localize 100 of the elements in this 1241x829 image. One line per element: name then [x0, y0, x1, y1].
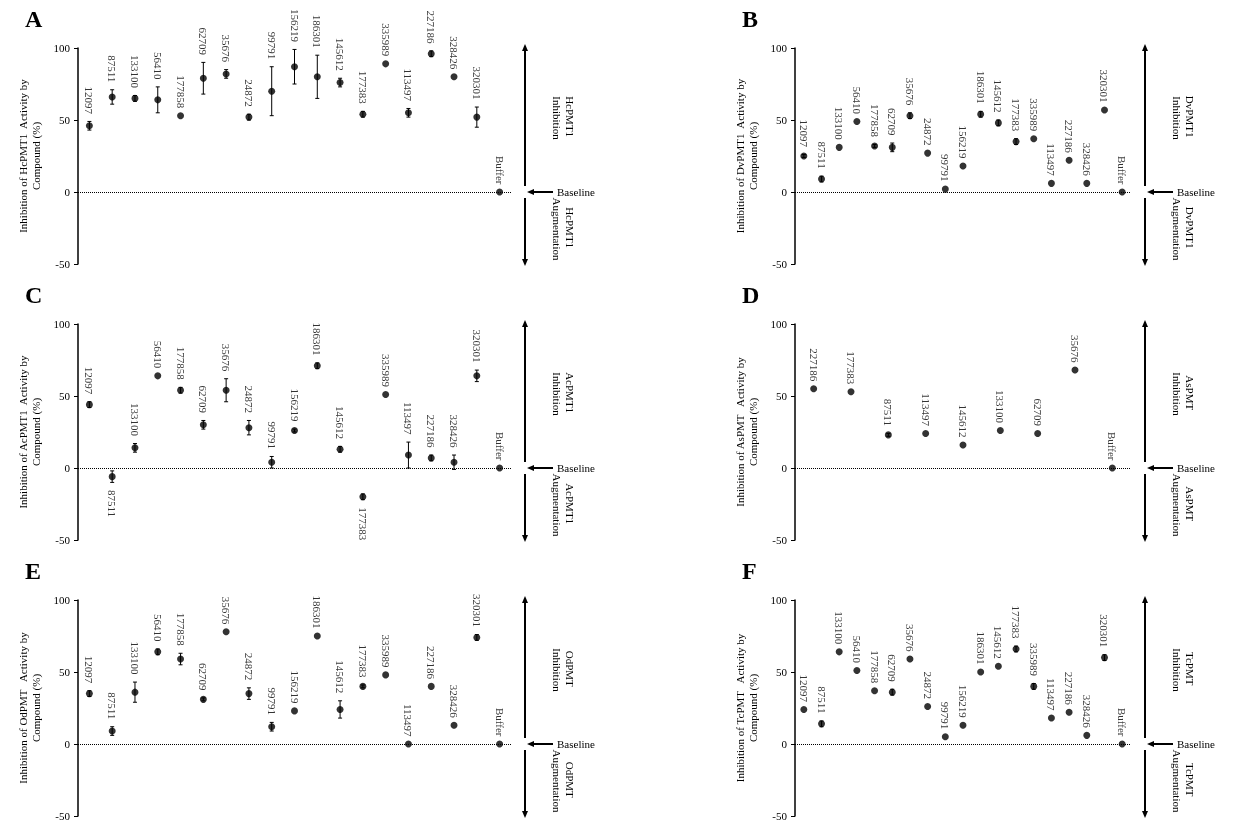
y-tick-label: 100 — [53, 42, 71, 54]
point — [291, 63, 298, 71]
text: HcPMT1 Inhibition — [550, 96, 576, 141]
y-tick-label: 100 — [53, 594, 71, 606]
category-label: 320301 — [470, 594, 483, 628]
point — [268, 87, 276, 95]
point — [450, 721, 458, 729]
chart-title: F — [742, 558, 757, 584]
y-tick-label: -50 — [55, 534, 71, 546]
y-axis-title: Inhibition of TcPMT Activity by Compound (%) — [733, 633, 760, 783]
y-tick-label: -50 — [55, 258, 71, 270]
category-label: 145612 — [334, 660, 347, 694]
point — [835, 143, 843, 151]
category-label: 186301 — [974, 70, 987, 104]
point — [871, 687, 879, 695]
point — [496, 188, 504, 196]
category-label: 186301 — [311, 14, 324, 48]
point — [1100, 106, 1108, 114]
category-label: 328426 — [1080, 142, 1093, 176]
category-label: 56410 — [850, 635, 863, 664]
text: AcPMT1 Augmentation — [550, 473, 576, 537]
category-label: 156219 — [957, 125, 969, 159]
category-label: 12097 — [83, 86, 96, 114]
category-label: 177383 — [356, 70, 369, 104]
text: Baseline — [557, 186, 595, 198]
category-label: 186301 — [974, 631, 987, 665]
category-label: Buffer — [1116, 155, 1129, 185]
point — [924, 703, 932, 711]
point — [313, 632, 321, 640]
category-label: 35676 — [220, 34, 233, 63]
point — [154, 96, 162, 104]
point — [245, 424, 253, 432]
category-label: 320301 — [1098, 69, 1111, 103]
point — [450, 73, 458, 81]
y-tick-label: -50 — [772, 534, 788, 546]
category-label: 186301 — [311, 595, 324, 629]
y-axis-title: Inhibition of DvPMT1 Activity by Compound (%) — [733, 78, 760, 234]
y-tick-label: 0 — [781, 738, 788, 750]
category-label: 24872 — [242, 652, 255, 681]
point — [941, 733, 949, 741]
chart-title: A — [25, 6, 43, 32]
point — [1065, 708, 1073, 716]
text: HcPMT1 Augmentation — [550, 197, 576, 261]
x-tick-label: 87511 — [882, 398, 895, 426]
category-label: 24872 — [921, 671, 934, 700]
category-label: 87511 — [106, 692, 119, 720]
category-label: 133100 — [833, 106, 846, 140]
category-label: 335989 — [1027, 98, 1040, 132]
category-label: 12097 — [797, 119, 810, 148]
category-label: 12097 — [797, 674, 810, 702]
point — [404, 451, 412, 459]
point — [959, 721, 967, 729]
category-label: 156219 — [288, 670, 301, 704]
category-label: 177858 — [174, 346, 187, 380]
point — [977, 668, 985, 676]
category-label: 156219 — [957, 684, 969, 718]
point — [1083, 179, 1091, 187]
y-tick-label: 0 — [64, 462, 71, 474]
category-label: 335989 — [379, 354, 392, 388]
y-tick-label: 50 — [776, 114, 788, 126]
text: OdPMT Inhibition — [550, 648, 576, 693]
y-tick-label: 50 — [59, 114, 71, 126]
category-label: Buffer — [493, 707, 506, 737]
category-label: 328426 — [448, 36, 461, 70]
y-tick-label: 50 — [776, 666, 788, 678]
y-axis-title: Inhibition of OdPMT Activity by Compound (%) — [16, 631, 43, 784]
point — [154, 372, 162, 380]
category-label: 335989 — [379, 634, 392, 668]
category-label: 56410 — [151, 613, 164, 642]
y-axis-title: Inhibition of HcPMT1 Activity by Compound (%) — [16, 78, 43, 233]
category-label: 99791 — [939, 701, 952, 730]
point — [835, 648, 843, 656]
point — [1083, 731, 1091, 739]
text: Baseline — [557, 738, 595, 750]
category-label: 145612 — [992, 79, 1005, 113]
point — [177, 112, 185, 120]
point — [199, 74, 207, 82]
point — [382, 60, 390, 68]
text: TcPMT Augmentation — [1170, 749, 1196, 813]
category-label: 177383 — [1010, 98, 1023, 132]
category-label: Buffer — [493, 155, 506, 185]
point — [1047, 179, 1055, 187]
category-label: 35676 — [903, 77, 916, 106]
category-label: Buffer — [493, 431, 506, 461]
x-tick-label: 35676 — [1069, 335, 1081, 364]
category-label: 133100 — [128, 641, 141, 675]
x-tick-label: 145612 — [957, 404, 969, 438]
category-label: 99791 — [265, 421, 278, 449]
category-label: 113497 — [402, 703, 415, 737]
category-label: 24872 — [242, 385, 255, 413]
category-label: 156219 — [288, 8, 301, 42]
point — [496, 464, 504, 472]
category-label: 87511 — [106, 489, 119, 517]
chart-title: D — [742, 282, 760, 308]
text: Baseline — [1177, 738, 1215, 750]
category-label: 62709 — [197, 27, 210, 55]
y-tick-label: 0 — [781, 462, 788, 474]
category-label: 227186 — [425, 10, 438, 44]
category-label: 328426 — [448, 684, 461, 718]
x-tick-label: 227186 — [807, 348, 820, 382]
